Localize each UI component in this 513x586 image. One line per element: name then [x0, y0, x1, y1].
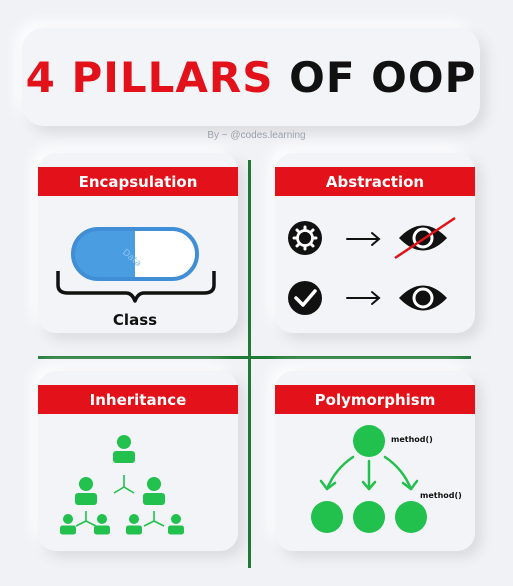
- title-rest: OF OOP: [289, 52, 477, 102]
- capsule-icon: Data: [71, 227, 199, 281]
- encapsulation-label: Encapsulation: [38, 167, 238, 196]
- horizontal-divider: [38, 356, 471, 359]
- arrow-right-icon: [346, 232, 381, 246]
- title-highlight: 4 PILLARS: [25, 52, 274, 102]
- people-icons: [60, 435, 184, 535]
- curly-brace-icon: [56, 271, 216, 303]
- vertical-divider: [248, 160, 251, 568]
- eye-icon: [399, 285, 447, 311]
- method-label-top: method(): [391, 435, 433, 444]
- parent-node: [353, 425, 385, 457]
- byline: By ~ @codes.learning: [207, 130, 306, 141]
- grandchild-person-icon: [126, 514, 142, 535]
- abstraction-card: Abstraction: [275, 153, 475, 333]
- polymorphism-arrows: [319, 455, 419, 491]
- hierarchy-connectors: [75, 475, 165, 527]
- encapsulation-diagram: Data Class: [56, 227, 216, 329]
- method-label-right: method(): [420, 491, 462, 500]
- class-caption: Class: [113, 311, 157, 329]
- abstraction-label: Abstraction: [275, 167, 475, 196]
- polymorphism-diagram: method() method(): [311, 425, 462, 533]
- arrow-right-icon: [346, 291, 381, 305]
- grandchild-person-icon: [60, 514, 76, 535]
- child-node: [353, 501, 385, 533]
- gear-icon: [288, 221, 322, 255]
- child-person-icon: [143, 477, 165, 505]
- child-person-icon: [75, 477, 97, 505]
- inheritance-label: Inheritance: [38, 385, 238, 414]
- eye-slash-icon: [394, 216, 456, 260]
- inheritance-card: Inheritance: [38, 371, 238, 551]
- abstraction-diagram: [288, 216, 456, 315]
- inheritance-diagram: [60, 435, 184, 535]
- checkmark-icon: [288, 281, 322, 315]
- polymorphism-card: Polymorphism method() method(): [275, 371, 475, 551]
- parent-person-icon: [113, 435, 135, 463]
- child-node: [311, 501, 343, 533]
- page-title: 4 PILLARS OF OOP: [26, 53, 477, 102]
- grandchild-person-icon: [94, 514, 110, 535]
- encapsulation-card: Encapsulation Data Class: [38, 153, 238, 333]
- grandchild-person-icon: [168, 514, 184, 535]
- child-node: [395, 501, 427, 533]
- polymorphism-label: Polymorphism: [275, 385, 475, 414]
- title-card: 4 PILLARS OF OOP: [22, 28, 480, 126]
